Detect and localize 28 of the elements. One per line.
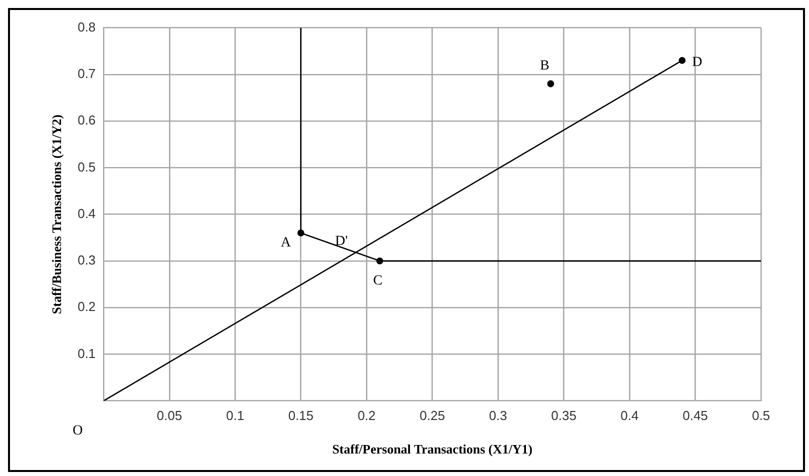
y-tick-label: 0.2 [78,299,96,314]
y-tick-label: 0.8 [78,19,96,34]
annotation: A [280,236,292,251]
annotation: D' [335,234,348,250]
x-tick-label: 0.25 [420,408,445,424]
point [678,56,686,64]
x-tick-label: 0.15 [288,408,314,424]
annotation: B [540,58,550,74]
y-tick-label: 0.7 [78,66,96,82]
x-tick-label: 0.45 [682,408,708,424]
y-tick-label: 0.3 [78,252,96,268]
point [547,80,554,88]
annotation: O [72,423,83,438]
x-tick-label: 0.5 [752,408,770,424]
y-tick-label: 0.1 [78,346,96,361]
x-tick-label: 0.05 [156,408,182,424]
x-tick-label: 0.1 [226,408,244,424]
y-tick-label: 0.4 [78,206,96,221]
x-axis-title: Staff/Personal Transactions (X1/Y1) [332,442,532,457]
annotation: C [373,274,382,289]
annotation: D [692,55,702,70]
y-tick-label: 0.5 [78,159,96,174]
x-tick-label: 0.4 [620,408,639,424]
x-tick-label: 0.3 [489,408,508,424]
y-axis-title: Staff/Business Transactions (X1/Y2) [49,114,64,314]
x-tick-label: 0.2 [358,408,376,424]
x-tick-label: 0.35 [551,408,576,424]
y-tick-label: 0.6 [78,112,96,128]
